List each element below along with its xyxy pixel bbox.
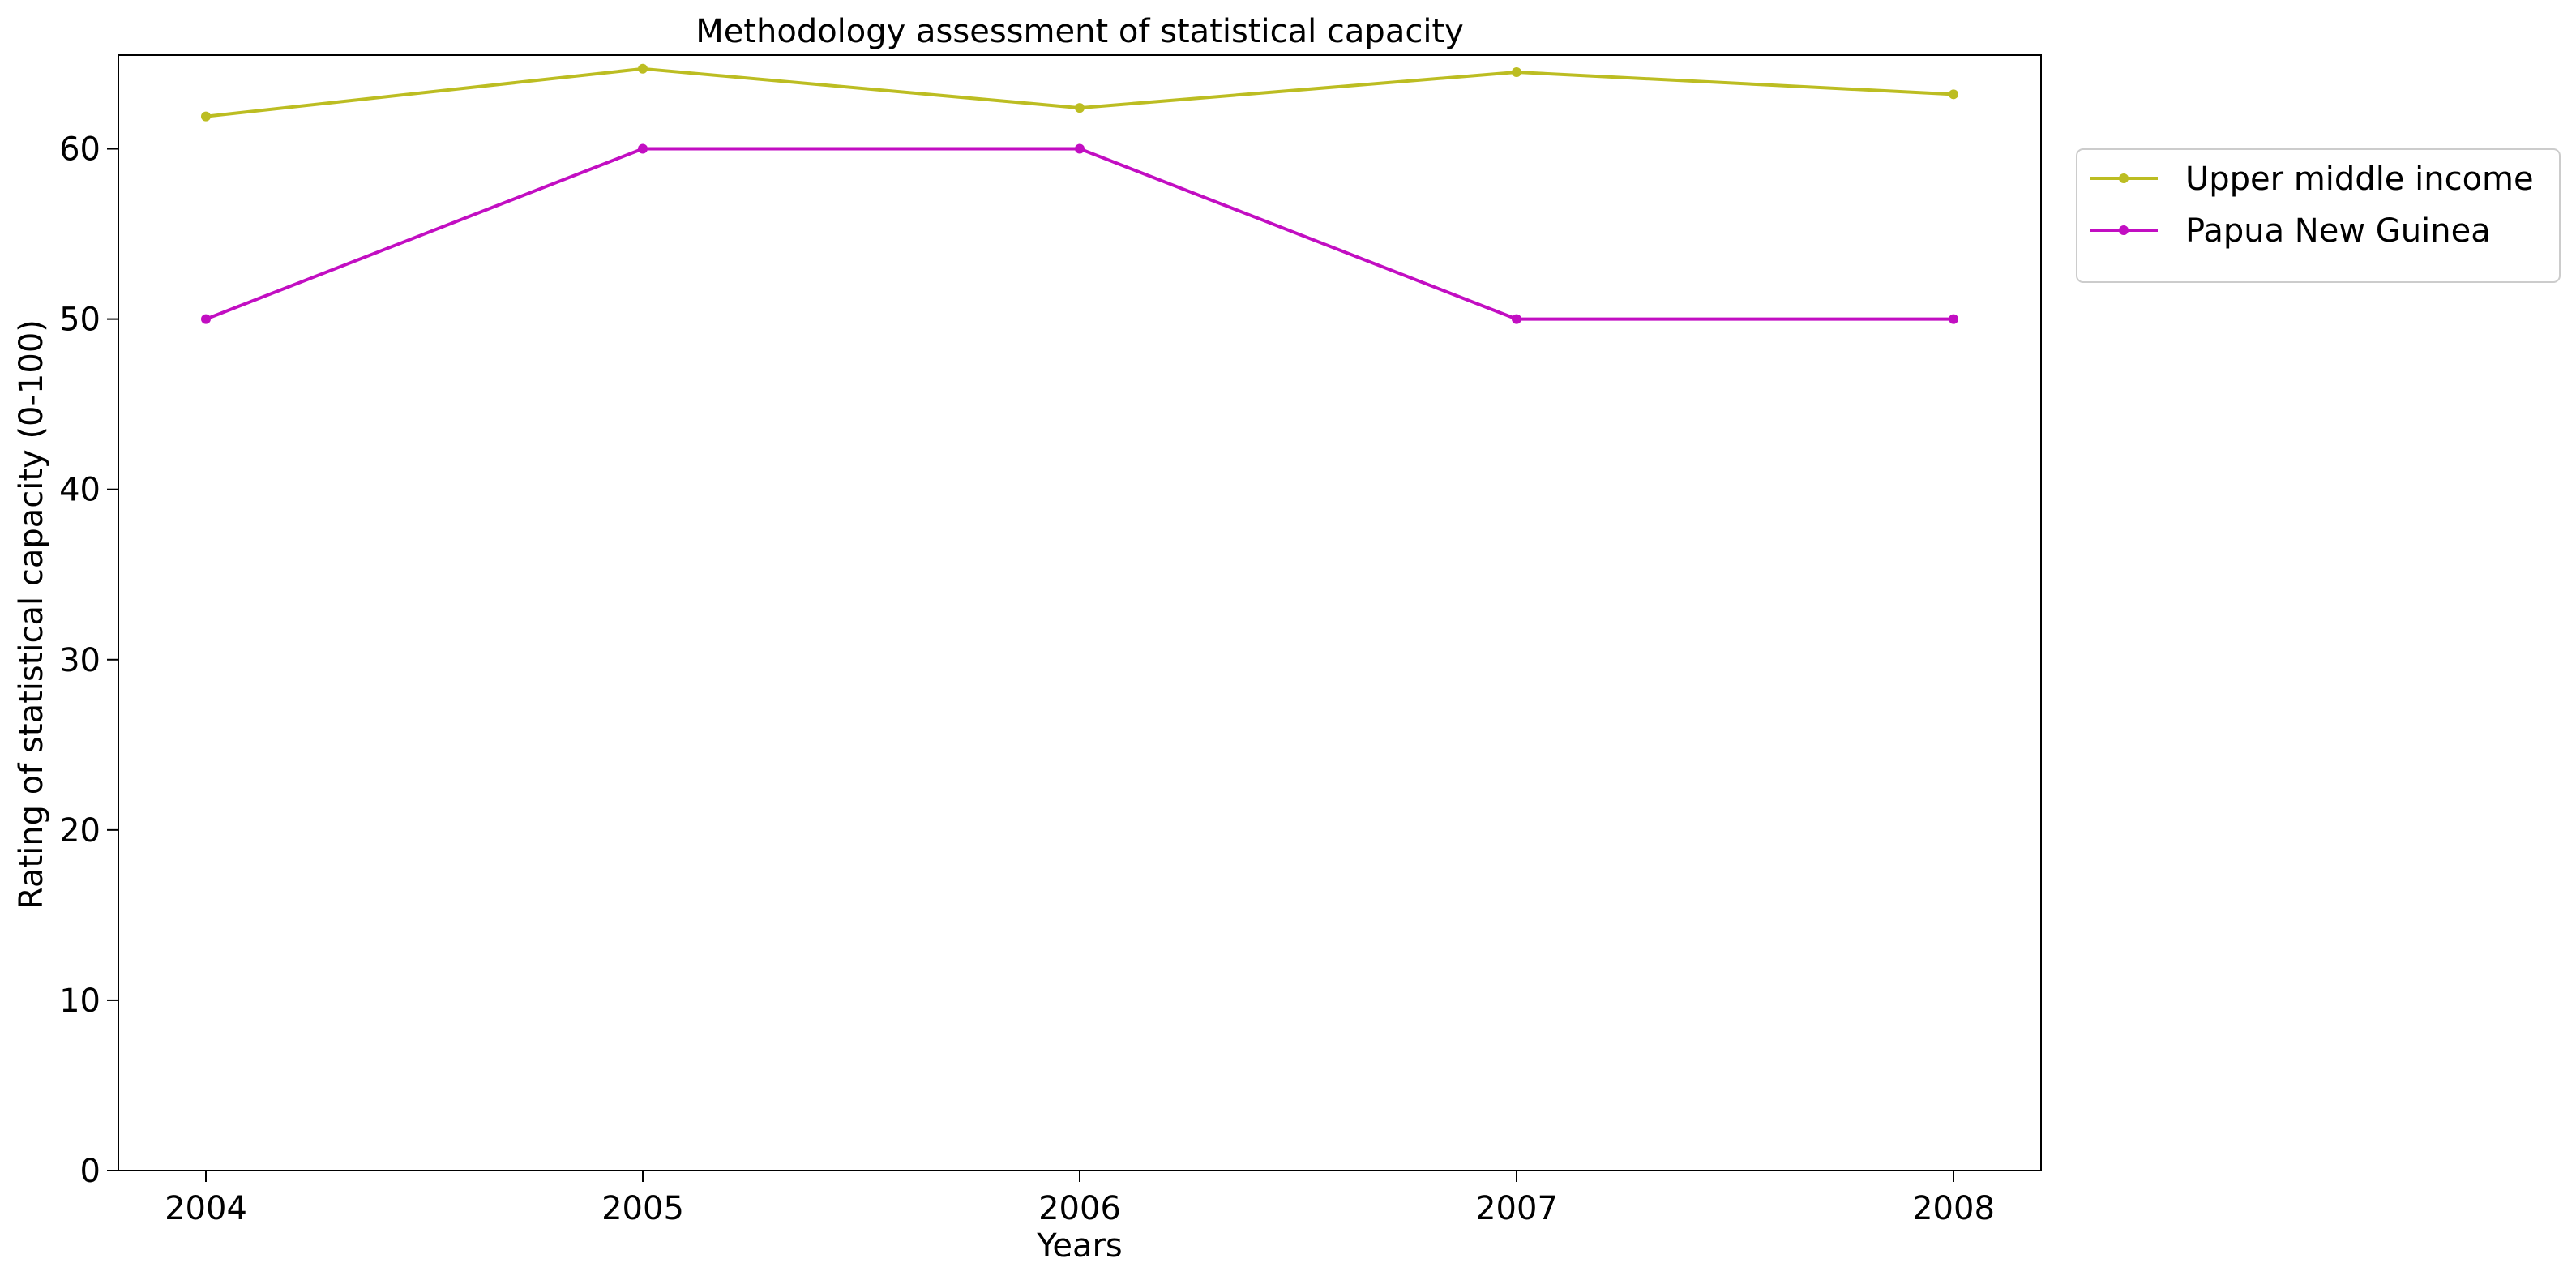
y-tick-label: 30 xyxy=(59,642,101,679)
x-axis-label: Years xyxy=(1036,1227,1123,1265)
data-point xyxy=(1075,143,1085,154)
data-point xyxy=(1949,314,1958,324)
data-point xyxy=(201,314,211,324)
x-tick-label: 2007 xyxy=(1475,1190,1558,1227)
y-axis: 0 10 20 30 40 50 60 xyxy=(59,131,118,1190)
legend: Upper middle income Papua New Guinea xyxy=(2076,148,2561,283)
legend-label: Papua New Guinea xyxy=(2185,212,2491,250)
x-tick-label: 2005 xyxy=(601,1190,684,1227)
y-tick-label: 40 xyxy=(59,472,101,509)
data-point xyxy=(201,111,211,122)
data-point xyxy=(1512,67,1521,78)
y-tick-label: 50 xyxy=(59,302,101,339)
series-layer xyxy=(201,63,1958,324)
data-point xyxy=(1075,103,1085,113)
data-point xyxy=(1512,314,1521,324)
chart-title: Methodology assessment of statistical ca… xyxy=(695,13,1464,50)
x-axis: 2004 2005 2006 2007 2008 xyxy=(165,1171,1995,1227)
y-tick-label: 10 xyxy=(59,982,101,1020)
legend-swatch-marker xyxy=(2119,225,2129,235)
data-point xyxy=(638,63,648,74)
legend-label: Upper middle income xyxy=(2185,161,2534,198)
series-1 xyxy=(201,63,1958,122)
y-tick-label: 60 xyxy=(59,131,101,169)
legend-swatch-marker xyxy=(2119,173,2129,183)
y-tick-label: 0 xyxy=(80,1153,101,1190)
series-2 xyxy=(201,143,1958,324)
x-tick-label: 2006 xyxy=(1038,1190,1121,1227)
y-axis-label: Rating of statistical capacity (0-100) xyxy=(13,319,50,910)
data-point xyxy=(638,143,648,154)
x-tick-label: 2008 xyxy=(1912,1190,1995,1227)
y-tick-label: 20 xyxy=(59,812,101,850)
legend-box xyxy=(2076,148,2561,283)
x-tick-label: 2004 xyxy=(165,1190,247,1227)
data-point xyxy=(1949,89,1958,100)
